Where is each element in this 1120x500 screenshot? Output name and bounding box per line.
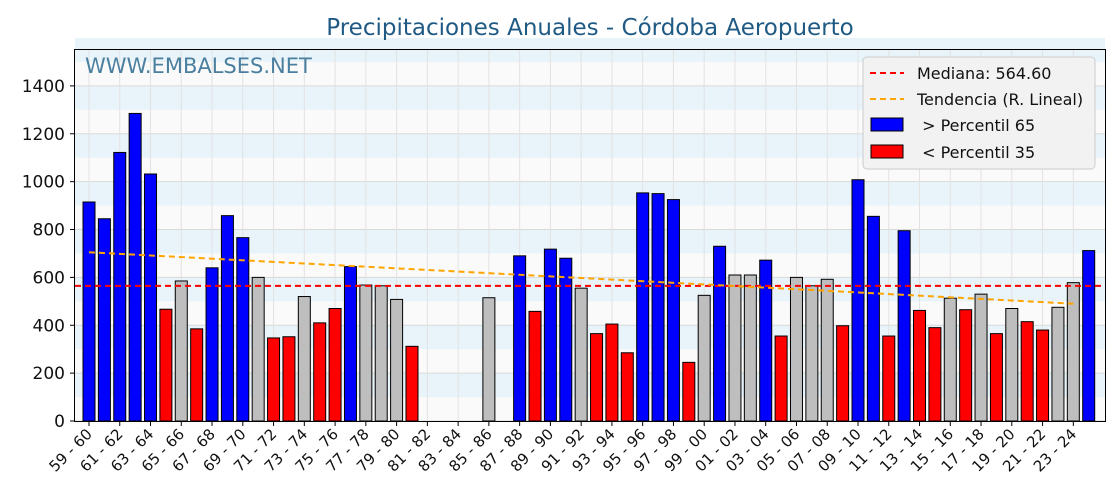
bar [759,259,773,422]
plot-frame [74,49,1106,422]
bar-series [82,112,1096,422]
bar [190,328,204,422]
bar [636,192,650,422]
bar [713,245,727,422]
legend-median-label: Mediana: 564.60 [917,64,1051,83]
bar [313,322,327,422]
bar [482,297,496,422]
background-band [75,133,1105,158]
background-band [75,229,1105,254]
legend: Mediana: 564.60 Tendencia (R. Lineal) > … [862,56,1096,170]
bar [666,199,680,422]
background-band [75,277,1105,302]
legend-high-label: > Percentil 65 [917,116,1035,135]
bar [1082,250,1096,422]
legend-trend-label: Tendencia (R. Lineal) [916,90,1083,109]
legend-low-swatch [870,144,904,159]
bar [851,179,865,422]
bar [989,333,1003,422]
background-band [75,253,1105,278]
legend-low-label: < Percentil 35 [917,143,1035,162]
bar [728,274,742,422]
y-tick-label: 200 [33,364,65,384]
bar [651,193,665,422]
bar [205,267,219,422]
y-tick-label: 1200 [22,125,65,145]
bar [820,278,834,422]
bar [343,266,357,422]
bar [789,276,803,422]
bar [743,274,757,422]
y-tick-label: 800 [33,221,65,241]
bar [590,333,604,422]
background-bands [75,38,1105,421]
y-tick-label: 1400 [22,77,65,97]
bar [697,294,711,422]
y-tick-label: 400 [33,316,65,336]
bar [943,297,957,422]
bar [543,248,557,422]
bar [974,293,988,422]
bar [928,327,942,422]
background-band [75,205,1105,230]
bar [605,323,619,422]
bar [174,280,188,422]
bar [574,287,588,422]
bar [528,310,542,422]
trend-line [88,251,1074,305]
reference-lines [75,251,1105,305]
background-band [75,157,1105,182]
bar [220,215,234,422]
bar [405,345,419,422]
bar [559,257,573,422]
bar [836,325,850,422]
y-tick-label: 600 [33,268,65,288]
bar [297,296,311,422]
y-tick-label: 1000 [22,173,65,193]
legend-box [862,56,1096,170]
bar [682,361,696,422]
bar [620,352,634,422]
bar [1036,329,1050,422]
bar [390,298,404,422]
bar [251,276,265,422]
bar [897,230,911,422]
bar [913,309,927,422]
background-band [75,85,1105,110]
bar [159,308,173,422]
background-band [75,181,1105,206]
chart-title: Precipitaciones Anuales - Córdoba Aeropu… [326,15,854,41]
bar [144,173,158,422]
bar [282,336,296,422]
bar [1020,321,1034,422]
bar [774,335,788,422]
bar [513,255,527,422]
bar [328,308,342,422]
bar [1005,308,1019,422]
bar [805,285,819,422]
y-tick-label: 0 [54,412,65,432]
bar [82,201,96,422]
bar [866,215,880,422]
background-band [75,61,1105,86]
bar [236,237,250,422]
bar [267,337,281,422]
bar [128,112,142,422]
bar [882,335,896,422]
bar [97,218,111,422]
bar [1051,306,1065,422]
bar [359,284,373,422]
bar [959,309,973,422]
bar [374,285,388,422]
watermark: WWW.EMBALSES.NET [85,54,312,78]
legend-high-swatch [870,117,904,132]
y-axis: 0 200 400 600 800 1000 1200 1400 [22,77,75,432]
background-band [75,109,1105,134]
